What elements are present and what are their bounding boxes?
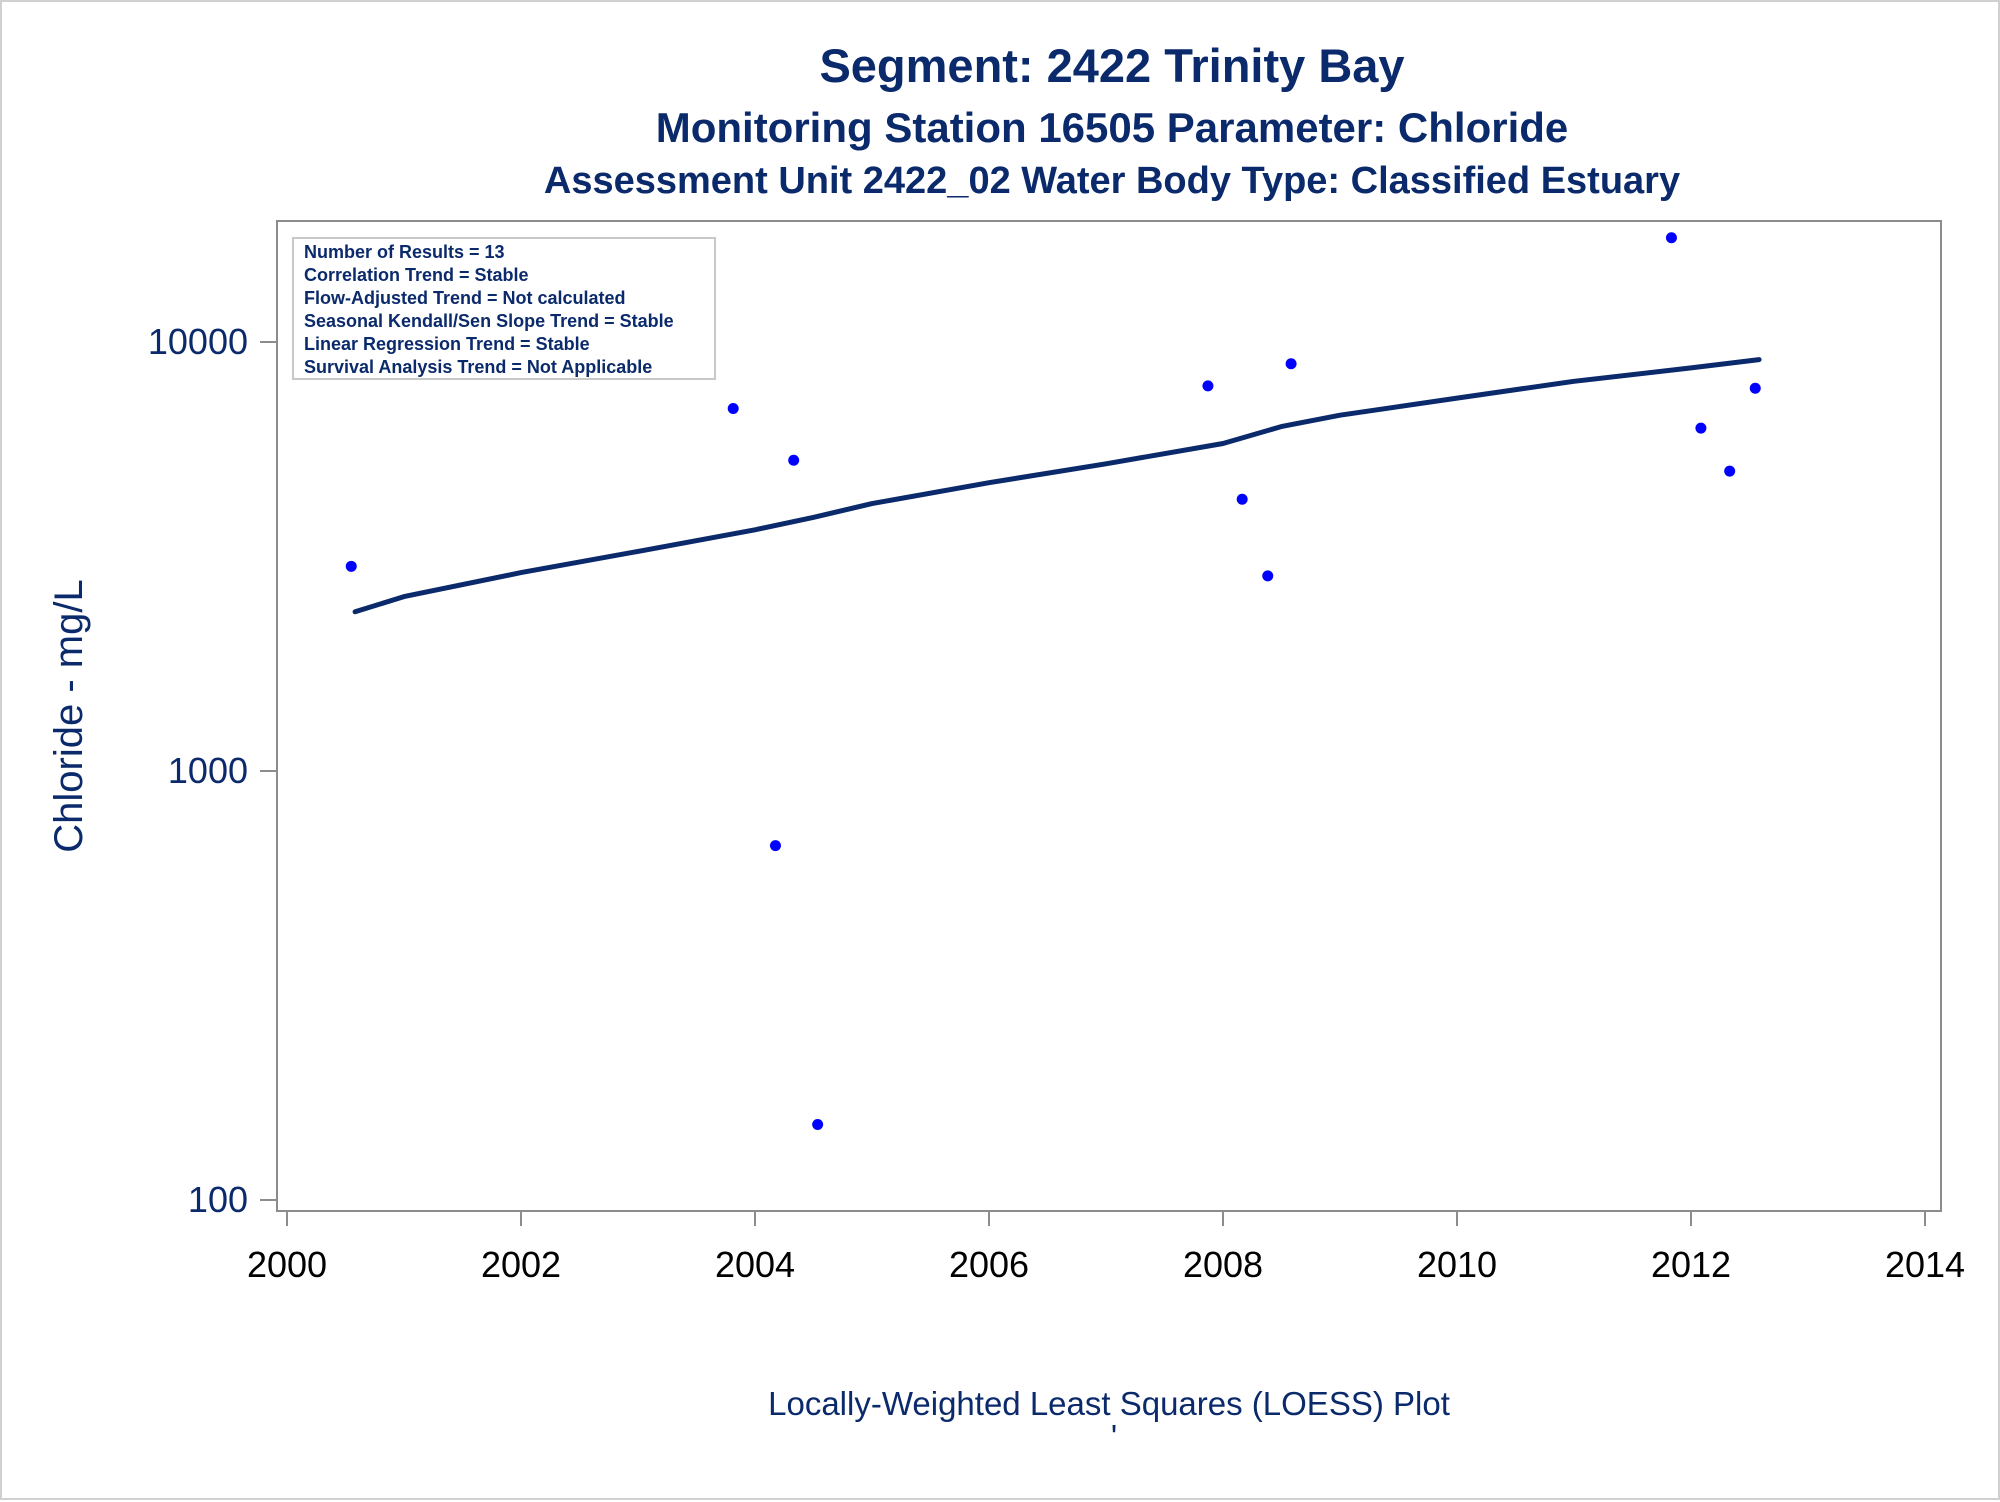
data-point [1665,232,1677,244]
chart-subtitle: Monitoring Station 16505 Parameter: Chlo… [656,104,1569,151]
loess-trend-line [352,357,1762,615]
trend-summary-box: Number of Results = 13 Correlation Trend … [292,237,716,380]
x-tick-label: 2008 [1183,1244,1263,1285]
footnote-mark: ' [1111,1418,1117,1455]
y-axis: 100 1000 10000 [148,321,277,1220]
trend-summary-line: Number of Results = 13 [304,242,505,262]
data-point [345,560,357,572]
chart-subtitle-2: Assessment Unit 2422_02 Water Body Type:… [544,160,1680,202]
data-points [345,232,1761,1130]
data-point [1285,358,1297,370]
x-tick-label: 2006 [949,1244,1029,1285]
trend-summary-line: Seasonal Kendall/Sen Slope Trend = Stabl… [304,311,674,331]
x-tick-label: 2000 [247,1244,327,1285]
data-point [1749,382,1761,394]
x-tick-label: 2014 [1885,1244,1965,1285]
data-point [788,454,800,466]
footnote: Locally-Weighted Least Squares (LOESS) P… [768,1385,1450,1422]
x-tick-label: 2010 [1417,1244,1497,1285]
data-point [1724,465,1736,477]
trend-summary-line: Survival Analysis Trend = Not Applicable [304,357,652,377]
data-point [769,840,781,852]
trend-summary-border [292,237,716,380]
data-point [727,402,739,414]
y-tick-label: 1000 [168,750,248,791]
trend-summary-line: Flow-Adjusted Trend = Not calculated [304,288,626,308]
data-point [1262,570,1274,582]
trend-summary-line: Correlation Trend = Stable [304,265,529,285]
x-tick-label: 2004 [715,1244,795,1285]
y-axis-label: Chloride - mg/L [47,579,91,852]
trend-summary-line: Linear Regression Trend = Stable [304,334,590,354]
y-tick-label: 10000 [148,321,248,362]
y-tick-label: 100 [188,1179,248,1220]
data-point [812,1118,824,1130]
plot-area [276,220,1942,1212]
data-point [1695,422,1707,434]
data-point [1202,380,1214,392]
x-axis: 2000 2002 2004 2006 2008 2010 2012 2014 [247,1211,1965,1285]
chart-title: Segment: 2422 Trinity Bay [819,39,1404,92]
data-point [1236,493,1248,505]
x-tick-label: 2012 [1651,1244,1731,1285]
x-tick-label: 2002 [481,1244,561,1285]
